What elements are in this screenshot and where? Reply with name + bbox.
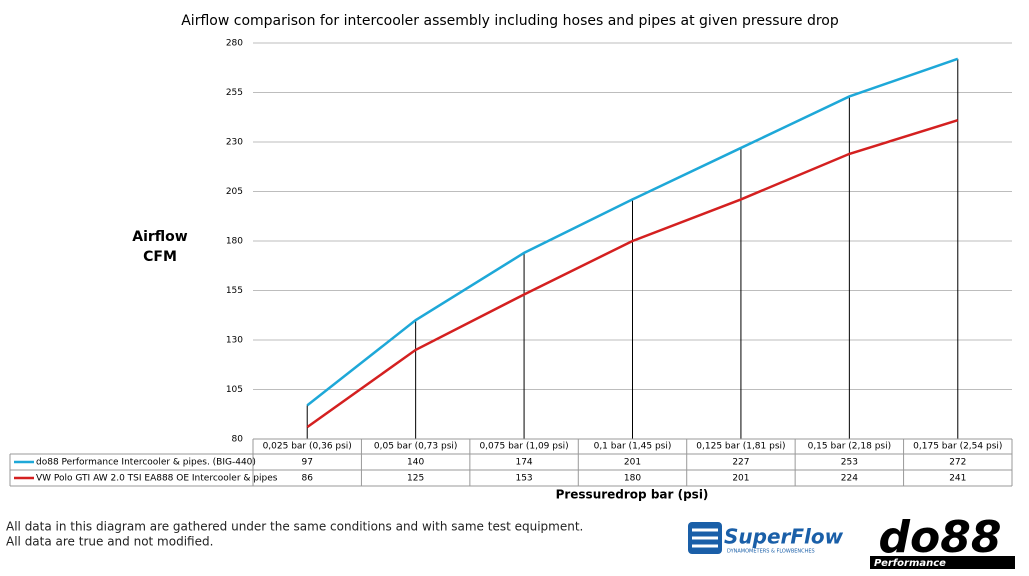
table-value: 201 [624, 458, 641, 468]
table-value: 174 [515, 458, 532, 468]
x-axis-label: Pressuredrop bar (psi) [556, 488, 709, 502]
table-value: 224 [841, 474, 858, 484]
table-value: 153 [515, 474, 532, 484]
note: All data in this diagram are gathered un… [6, 520, 583, 534]
y-tick-label: 280 [226, 39, 243, 49]
table-value: 201 [732, 474, 749, 484]
logo-icon-lines [692, 528, 718, 548]
logo-text: do88 [879, 512, 1002, 563]
y-axis-label: Airflow [132, 229, 188, 245]
x-tick-label: 0,175 bar (2,54 psi) [913, 442, 1002, 452]
table-value: 86 [301, 474, 313, 484]
y-tick-label: 105 [226, 385, 243, 395]
logo-tagline: Performance [874, 558, 946, 569]
y-tick-label: 130 [226, 336, 243, 346]
logo-tagline: DYNAMOMETERS & FLOWBENCHES [727, 549, 815, 555]
table-value: 253 [841, 458, 858, 468]
series-line [306, 119, 959, 429]
table-value: 241 [949, 474, 966, 484]
x-tick-label: 0,075 bar (1,09 psi) [479, 442, 568, 452]
y-tick-label: 80 [232, 435, 244, 445]
table-value: 180 [624, 474, 641, 484]
logo-bar [870, 556, 1015, 569]
note: All data are true and not modified. [6, 535, 213, 549]
y-tick-label: 230 [226, 138, 243, 148]
x-tick-label: 0,05 bar (0,73 psi) [374, 442, 458, 452]
x-tick-label: 0,1 bar (1,45 psi) [594, 442, 672, 452]
table-value: 125 [407, 474, 424, 484]
legend-label: do88 Performance Intercooler & pipes. (B… [36, 458, 256, 468]
y-tick-label: 255 [226, 88, 243, 98]
table-value: 227 [732, 458, 749, 468]
y-tick-label: 180 [226, 237, 243, 247]
table-value: 140 [407, 458, 424, 468]
y-axis-label: CFM [143, 249, 177, 265]
chart-title: Airflow comparison for intercooler assem… [181, 13, 839, 29]
do88-logo: do88 Performance [870, 512, 1015, 569]
series-line [306, 57, 959, 407]
y-tick-label: 205 [226, 187, 243, 197]
x-tick-label: 0,15 bar (2,18 psi) [808, 442, 892, 452]
legend-label: VW Polo GTI AW 2.0 TSI EA888 OE Intercoo… [36, 474, 278, 484]
table-value: 97 [301, 458, 312, 468]
x-tick-label: 0,025 bar (0,36 psi) [263, 442, 352, 452]
y-tick-label: 155 [226, 286, 243, 296]
table-value: 272 [949, 458, 966, 468]
superflow-logo: SuperFlow DYNAMOMETERS & FLOWBENCHES [688, 522, 844, 555]
logo-text: SuperFlow [724, 525, 844, 549]
x-tick-label: 0,125 bar (1,81 psi) [696, 442, 785, 452]
